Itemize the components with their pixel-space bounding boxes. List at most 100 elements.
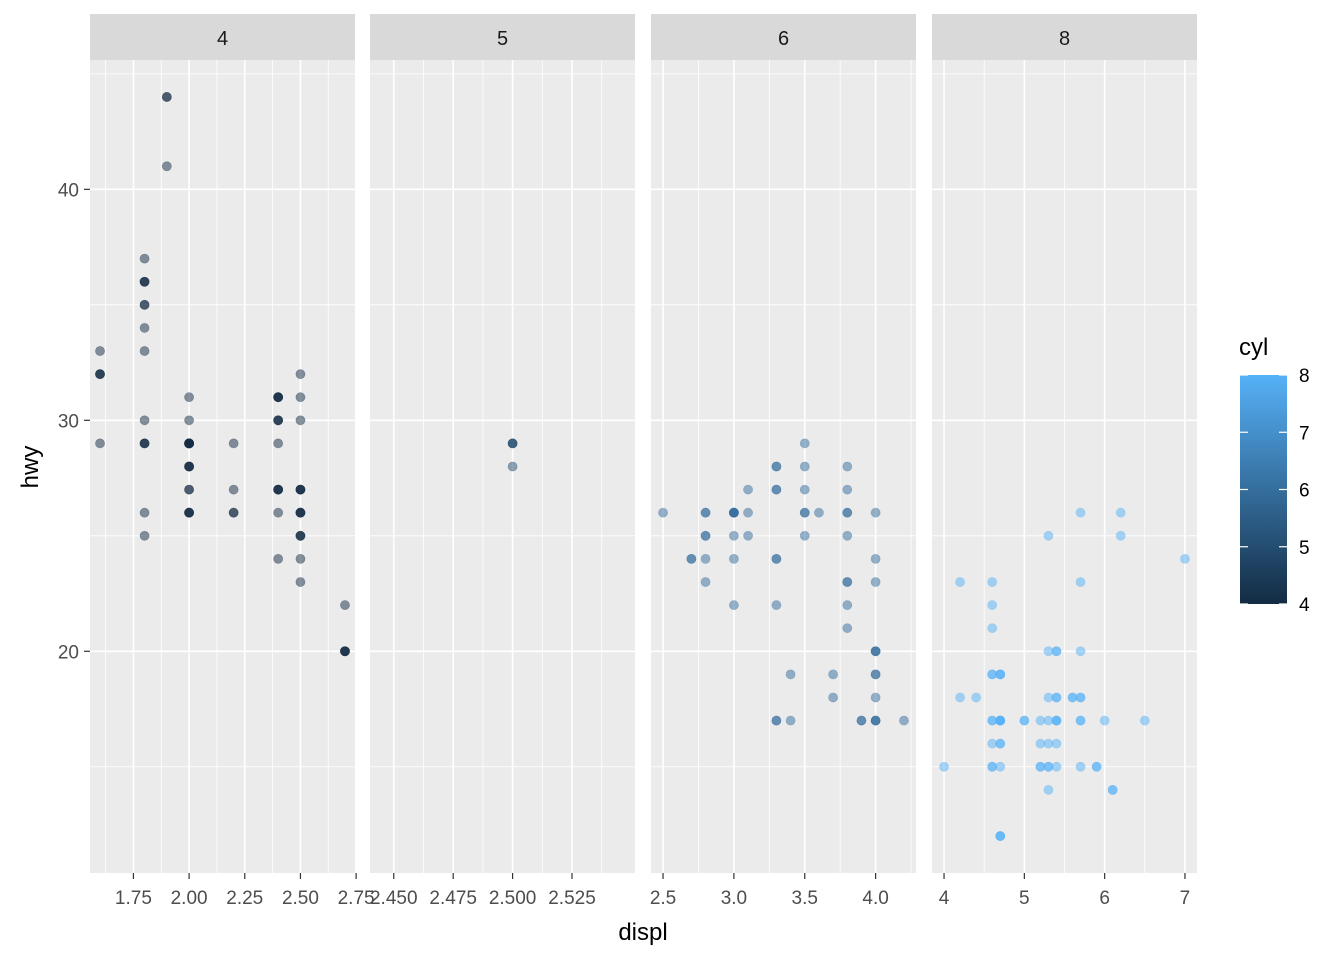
facet-panels: 4 1.75 2.00 2.25 2.50 2.75 5 2.450 2.475 2.500 2.5… [90,14,1197,909]
data-point [228,484,239,495]
x-axis-4: 1.75 2.00 2.25 2.50 2.75 [115,873,375,909]
gridlines [370,60,635,873]
data-point [799,484,810,495]
x-tick-label: 2.50 [282,888,319,909]
x-tick-label: 3.0 [721,888,747,909]
legend-tick-label: 5 [1299,538,1310,559]
data-point [1075,577,1086,587]
data-point [139,346,150,356]
data-point [700,577,711,587]
data-point [828,692,838,703]
data-point [95,346,105,356]
data-point [295,530,306,541]
data-point [1075,646,1086,657]
facet-strip-label: 4 [217,28,228,50]
data-point [228,438,239,449]
data-point [507,438,518,449]
data-point [729,600,739,610]
x-tick-label: 4.0 [862,888,888,909]
data-point [273,392,284,403]
data-point [340,646,350,657]
legend-tick-label: 4 [1299,595,1310,616]
data-point [273,484,284,495]
facet-panel-8: 8 4 5 6 7 [932,14,1197,909]
data-point [1091,761,1102,772]
x-tick-label: 3.5 [792,888,818,909]
data-point [340,600,350,610]
panel-background [90,60,355,873]
data-point [184,507,194,518]
x-tick-label: 5 [1019,888,1030,909]
data-point [295,369,306,380]
x-tick-label: 2.475 [429,888,477,909]
data-point [1043,784,1054,795]
legend-tick-label: 8 [1299,366,1310,387]
data-point [1075,715,1086,726]
data-point [1075,761,1086,772]
data-points [939,507,1190,841]
data-point [771,553,782,564]
data-point [771,600,782,610]
x-axis-8: 4 5 6 7 [939,873,1190,909]
data-point [899,715,909,726]
data-point [1139,715,1150,726]
data-point [1115,507,1126,518]
facet-panel-6: 6 2.5 3.0 3.5 4.0 [650,14,916,909]
data-point [771,715,782,726]
data-point [870,577,881,587]
data-point [139,299,150,310]
data-point [95,438,105,449]
data-point [1115,530,1126,541]
data-point [1051,715,1062,726]
data-point [139,530,150,541]
y-tick-label: 30 [58,411,79,432]
y-tick-label: 40 [58,180,79,201]
data-point [139,323,150,333]
data-point [139,438,150,449]
data-point [814,507,824,518]
data-point [184,415,194,426]
data-point [273,415,284,426]
data-point [295,577,306,587]
data-point [139,253,150,264]
data-point [1067,692,1078,703]
data-point [95,369,105,380]
color-legend: cyl 4 5 6 7 8 [1239,334,1310,616]
data-point [995,738,1006,749]
data-point [842,600,853,610]
data-point [799,530,810,541]
legend-tick-label: 6 [1299,481,1310,502]
data-point [184,438,194,449]
data-point [771,484,782,495]
facet-strip-label: 6 [778,28,789,50]
data-point [870,715,881,726]
legend-tick-label: 7 [1299,423,1310,444]
data-point [295,392,306,403]
x-tick-label: 2.00 [171,888,208,909]
data-point [799,507,810,518]
data-point [139,507,150,518]
data-point [1075,507,1086,518]
data-point [987,623,998,634]
data-point [658,507,668,518]
data-point [273,507,284,518]
facet-panel-4: 4 1.75 2.00 2.25 2.50 2.75 [90,14,375,909]
data-point [743,484,753,495]
x-tick-label: 2.525 [548,888,596,909]
y-tick-label: 20 [58,642,79,663]
data-point [870,507,881,518]
data-point [295,553,306,564]
data-point [729,507,739,518]
legend-title: cyl [1239,334,1268,361]
data-point [1019,715,1030,726]
data-point [842,530,853,541]
x-tick-label: 7 [1180,888,1191,909]
y-axis: 20 30 40 [58,180,90,663]
facet-strip [932,14,1197,60]
data-point [939,761,949,772]
y-axis-title: hwy [17,446,44,489]
x-axis-6: 2.5 3.0 3.5 4.0 [650,873,889,909]
panel-background [651,60,916,873]
data-point [870,646,881,657]
